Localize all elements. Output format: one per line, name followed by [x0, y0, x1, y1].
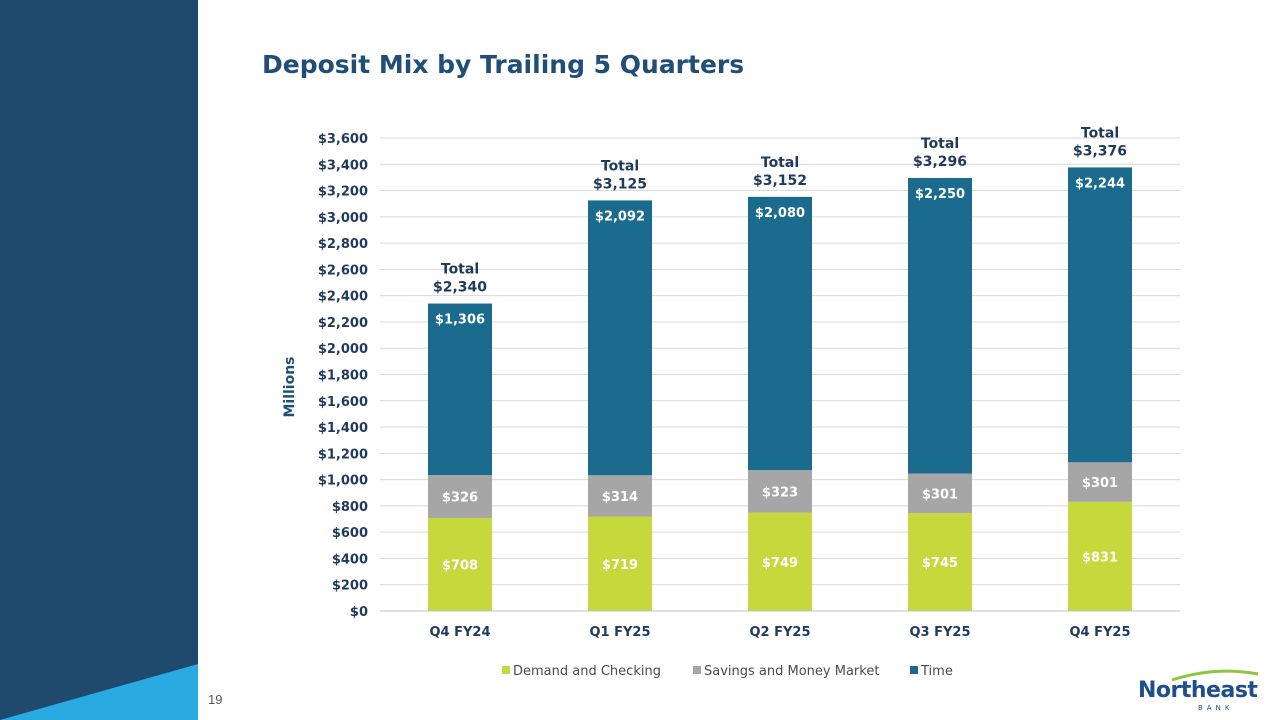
y-tick-label: $200 — [332, 579, 368, 594]
total-prefix-label: Total — [1081, 125, 1119, 141]
total-value-label: $2,340 — [433, 280, 487, 296]
bar-segment — [748, 470, 812, 513]
data-label: $745 — [922, 556, 958, 571]
bar-segment — [748, 196, 812, 471]
sidebar-panel — [0, 0, 198, 720]
logo-subtitle: BANK — [1198, 704, 1234, 712]
data-label: $323 — [762, 485, 798, 500]
x-tick-label: Q4 FY25 — [1069, 625, 1130, 640]
x-tick-label: Q1 FY25 — [589, 625, 650, 640]
total-prefix-label: Total — [921, 136, 959, 152]
y-tick-label: $1,600 — [318, 395, 368, 410]
bar-segment — [588, 516, 652, 611]
page-number: 19 — [208, 692, 223, 707]
data-label: $301 — [1082, 476, 1118, 491]
y-tick-label: $2,000 — [318, 342, 368, 357]
x-tick-label: Q4 FY24 — [429, 625, 490, 640]
bar-segment — [1068, 462, 1132, 502]
data-label: $1,306 — [435, 313, 485, 328]
chart-title: Deposit Mix by Trailing 5 Quarters — [262, 50, 745, 79]
total-prefix-label: Total — [761, 155, 799, 171]
y-tick-label: $1,800 — [318, 369, 368, 384]
y-tick-label: $2,400 — [318, 290, 368, 305]
y-tick-label: $2,600 — [318, 263, 368, 278]
y-tick-label: $400 — [332, 552, 368, 567]
sidebar-decoration — [0, 0, 198, 720]
total-value-label: $3,376 — [1073, 143, 1127, 159]
y-tick-label: $600 — [332, 526, 368, 541]
bar-segment — [428, 475, 492, 518]
y-tick-label: $0 — [350, 605, 368, 620]
legend-label: Time — [920, 664, 953, 679]
total-value-label: $3,125 — [593, 176, 647, 192]
legend-swatch — [910, 666, 918, 674]
x-tick-label: Q2 FY25 — [749, 625, 810, 640]
total-value-label: $3,152 — [753, 173, 807, 189]
bar-segment — [588, 200, 652, 476]
logo-swoosh-icon — [1171, 669, 1259, 682]
data-label: $2,092 — [595, 209, 645, 224]
y-tick-label: $3,200 — [318, 185, 368, 200]
bar-segment — [1068, 501, 1132, 611]
data-label: $719 — [602, 558, 638, 573]
y-tick-label: $2,200 — [318, 316, 368, 331]
y-tick-label: $3,000 — [318, 211, 368, 226]
data-label: $2,250 — [915, 187, 965, 202]
legend-swatch — [502, 666, 510, 674]
northeast-bank-logo: Northeast BANK — [1130, 668, 1260, 716]
x-tick-label: Q3 FY25 — [909, 625, 970, 640]
legend-swatch — [693, 666, 701, 674]
sidebar-accent-wedge — [0, 664, 198, 720]
y-tick-label: $3,400 — [318, 158, 368, 173]
y-tick-label: $3,600 — [318, 132, 368, 147]
bar-segment — [908, 473, 972, 514]
legend-label: Demand and Checking — [513, 664, 661, 679]
bar-segment — [908, 177, 972, 474]
bar-segment — [748, 512, 812, 611]
data-label: $831 — [1082, 550, 1118, 565]
y-tick-label: $1,000 — [318, 474, 368, 489]
bar-segment — [588, 475, 652, 517]
data-label: $2,244 — [1075, 176, 1125, 191]
logo-wordmark: Northeast — [1138, 678, 1258, 703]
data-label: $326 — [442, 491, 478, 506]
data-label: $749 — [762, 556, 798, 571]
y-tick-label: $1,200 — [318, 447, 368, 462]
data-label: $708 — [442, 558, 478, 573]
data-label: $301 — [922, 487, 958, 502]
y-tick-label: $2,800 — [318, 237, 368, 252]
bar-segment — [428, 303, 492, 476]
total-prefix-label: Total — [601, 158, 639, 174]
data-label: $314 — [602, 490, 638, 505]
y-axis-label: Millions — [282, 356, 298, 417]
total-prefix-label: Total — [441, 262, 479, 278]
total-value-label: $3,296 — [913, 154, 967, 170]
y-tick-label: $1,400 — [318, 421, 368, 436]
bar-segment — [428, 517, 492, 611]
bar-segment — [1068, 167, 1132, 463]
y-tick-label: $800 — [332, 500, 368, 515]
legend-label: Savings and Money Market — [704, 664, 879, 679]
bar-segment — [908, 513, 972, 611]
data-label: $2,080 — [755, 206, 805, 221]
